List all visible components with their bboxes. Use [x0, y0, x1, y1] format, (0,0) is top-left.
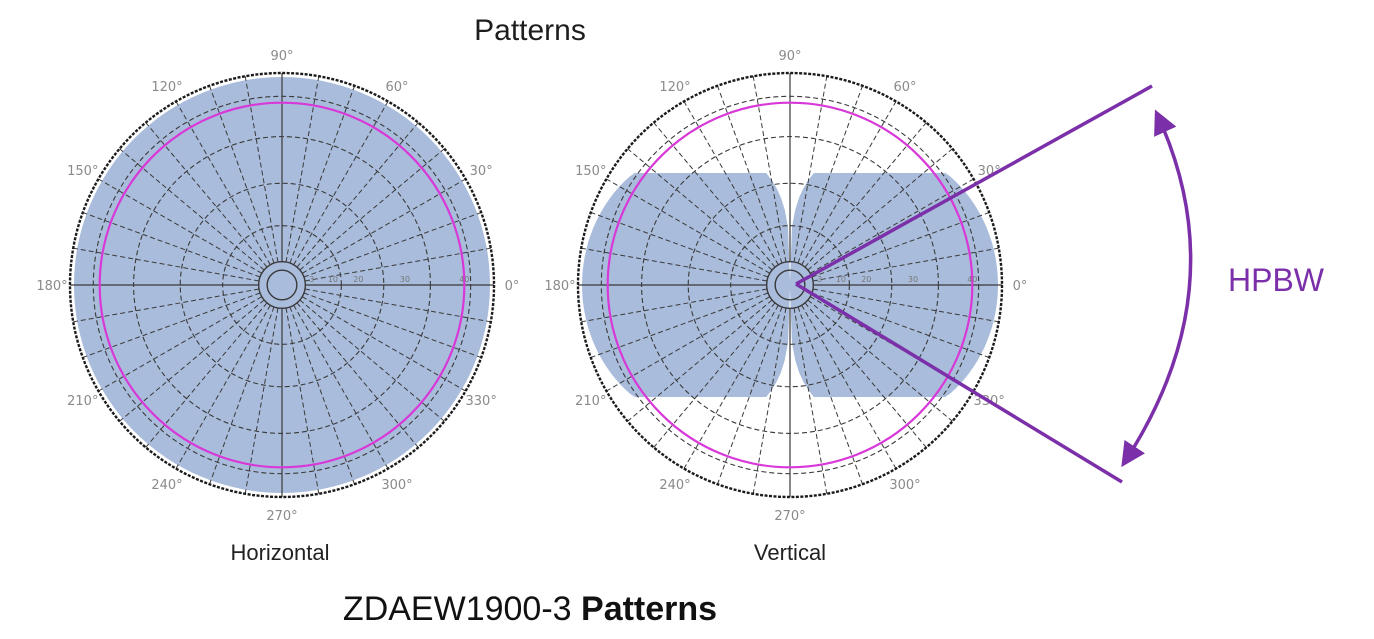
reference-circle — [98, 101, 466, 469]
angle-tick-label: 150° — [575, 164, 606, 179]
ring-label: 10 — [328, 275, 338, 284]
hpbw-label: HPBW — [1228, 262, 1324, 298]
grid-ring — [774, 269, 806, 301]
horizontal-caption: Horizontal — [230, 540, 330, 565]
footer-caption: ZDAEW1900-3 Patterns — [0, 590, 1060, 629]
angle-tick-label: 30° — [470, 164, 493, 179]
angle-tick-label: 210° — [575, 394, 606, 409]
ring-label: 30 — [400, 275, 410, 284]
hpbw-annotation — [795, 84, 1193, 484]
ring-label: 40 — [967, 275, 977, 284]
horizontal-polar-plot: 0° 30° 60° 90° 120° 150° 180° 210° 240° 270° 300° 3… — [36, 49, 519, 524]
angle-tick-label: 90° — [778, 49, 801, 64]
angle-tick-label: 120° — [659, 80, 690, 95]
hpbw-line-lower — [795, 282, 1123, 484]
grid-ring — [266, 269, 298, 301]
angle-tick-label: 0° — [1013, 279, 1028, 294]
footer-model: ZDAEW1900-3 — [342, 590, 572, 628]
angle-tick-label: 90° — [270, 49, 293, 64]
vertical-caption: Vertical — [753, 540, 827, 565]
angle-tick-label: 60° — [385, 80, 408, 95]
pattern-fill — [74, 77, 490, 493]
angle-tick-label: 180° — [544, 279, 575, 294]
ring-label: 10 — [836, 275, 846, 284]
figure-title: Patterns — [474, 14, 586, 47]
ring-label: 20 — [353, 275, 363, 284]
angle-tick-label: 240° — [659, 478, 690, 493]
ring-label: 40 — [459, 275, 469, 284]
outer-border — [576, 71, 1004, 499]
angle-tick-label: 60° — [893, 80, 916, 95]
angle-tick-label: 150° — [67, 164, 98, 179]
hpbw-line-upper — [795, 84, 1153, 286]
angle-tick-label: 300° — [381, 478, 412, 493]
footer-suffix: Patterns — [581, 590, 718, 628]
angle-tick-label: 120° — [151, 80, 182, 95]
hpbw-arc-arrow — [1121, 109, 1193, 468]
ring-label: 30 — [908, 275, 918, 284]
angle-tick-label: 180° — [36, 279, 67, 294]
ring-label: 20 — [861, 275, 871, 284]
angle-tick-label: 240° — [151, 478, 182, 493]
angle-tick-label: 300° — [889, 478, 920, 493]
ring-label: 3 — [817, 275, 822, 284]
reference-circle — [606, 101, 974, 469]
ring-label: 3 — [309, 275, 314, 284]
angle-tick-label: 270° — [774, 509, 805, 524]
outer-border — [68, 71, 496, 499]
angle-tick-label: 210° — [67, 394, 98, 409]
angle-tick-label: 0° — [505, 279, 520, 294]
vertical-polar-plot: 0°30°60°90°120°150°180°210°240°270°300°3… — [544, 49, 1027, 524]
angle-tick-label: 270° — [266, 509, 297, 524]
angle-tick-label: 330° — [466, 394, 497, 409]
